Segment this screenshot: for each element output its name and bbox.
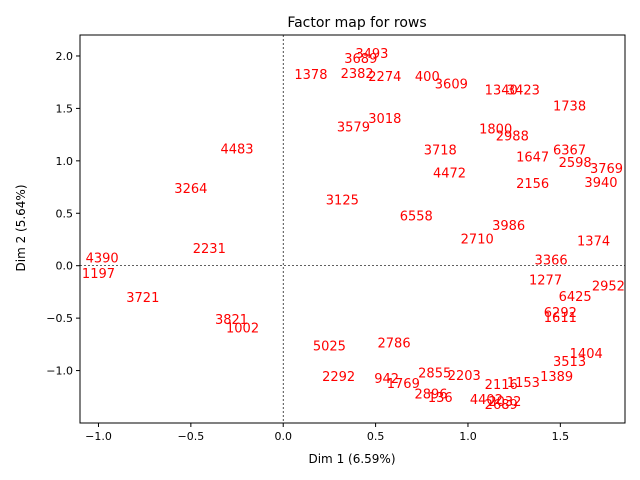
x-tick-label: 1.0 — [459, 430, 477, 443]
point-label: 2231 — [193, 242, 226, 257]
point-label: 2116 — [485, 378, 518, 393]
point-label: 1277 — [529, 273, 562, 288]
x-tick-label: 0.0 — [274, 430, 292, 443]
x-tick-label: 0.5 — [367, 430, 385, 443]
plot-frame — [79, 34, 626, 424]
point-label: 3579 — [337, 120, 370, 135]
point-label: 4390 — [86, 251, 119, 266]
point-label: 3264 — [174, 182, 207, 197]
point-label: 4402 — [470, 393, 503, 408]
point-label: 6425 — [559, 290, 592, 305]
point-label: 1611 — [544, 311, 577, 326]
point-label: 6292 — [544, 306, 577, 321]
point-label: 4472 — [433, 166, 466, 181]
point-label: 2156 — [516, 177, 549, 192]
point-label: 400 — [415, 70, 440, 85]
point-label: 3493 — [355, 47, 388, 62]
point-label: 2786 — [378, 336, 411, 351]
x-tick-label: −1.0 — [85, 430, 112, 443]
point-label: 2689 — [485, 398, 518, 413]
point-label: 4483 — [220, 142, 253, 157]
point-label: 2952 — [592, 280, 625, 295]
point-label: 3821 — [215, 313, 248, 328]
point-label: 1153 — [507, 376, 540, 391]
point-label: 2896 — [414, 388, 447, 403]
x-axis-ticks: −1.0 −0.5 0.0 0.5 1.0 1.5 — [85, 423, 569, 443]
chart-title: Factor map for rows — [287, 15, 426, 31]
point-label: 1378 — [294, 68, 327, 83]
point-label: 2988 — [496, 130, 529, 145]
point-label: 1647 — [516, 151, 549, 166]
point-label: 3366 — [535, 253, 568, 268]
point-label: 2855 — [418, 367, 451, 382]
axes: −1.0 −0.5 0.0 0.5 1.0 1.5 −1.0 −0.5 0.0 0.5 1.0 1.… — [46, 34, 626, 443]
y-tick-label: −0.5 — [46, 312, 73, 325]
point-label: 3769 — [590, 162, 623, 177]
point-label: 3986 — [492, 219, 525, 234]
point-label: 3018 — [368, 112, 401, 127]
point-label: 6558 — [400, 209, 433, 224]
y-axis-label: Dim 2 (5.64%) — [14, 184, 28, 271]
point-label: 5025 — [313, 339, 346, 354]
y-tick-label: −1.0 — [46, 365, 73, 378]
point-label: 3689 — [344, 52, 377, 67]
point-label: 3721 — [126, 291, 159, 306]
point-label: 2292 — [322, 370, 355, 385]
y-tick-label: 0.0 — [56, 260, 74, 273]
point-label: 1340 — [485, 84, 518, 99]
point-label: 3940 — [584, 176, 617, 191]
point-label: 3609 — [435, 77, 468, 92]
point-label: 1800 — [479, 122, 512, 137]
point-label: 2274 — [368, 70, 401, 85]
point-label: 1197 — [82, 267, 115, 282]
point-label: 1374 — [577, 235, 610, 250]
point-label: 3125 — [326, 194, 359, 209]
point-label: 2710 — [461, 232, 494, 247]
x-tick-label: −0.5 — [177, 430, 204, 443]
point-label: 942 — [374, 372, 399, 387]
point-label: 2598 — [559, 156, 592, 171]
x-tick-label: 1.5 — [552, 430, 570, 443]
point-label: 3718 — [424, 143, 457, 158]
point-label: 3423 — [507, 84, 540, 99]
y-tick-label: 1.0 — [56, 155, 74, 168]
point-label: 2032 — [488, 395, 521, 410]
y-axis-ticks: −1.0 −0.5 0.0 0.5 1.0 1.5 2.0 — [46, 50, 80, 378]
point-label: 136 — [428, 391, 453, 406]
y-tick-label: 1.5 — [56, 102, 74, 115]
point-label: 1389 — [540, 370, 573, 385]
x-axis-label: Dim 1 (6.59%) — [308, 452, 395, 466]
point-label: 3513 — [553, 355, 586, 370]
point-label: 1404 — [570, 347, 603, 362]
y-tick-label: 0.5 — [56, 207, 74, 220]
point-label: 2382 — [341, 67, 374, 82]
point-label: 2203 — [448, 369, 481, 384]
y-tick-label: 2.0 — [56, 50, 74, 63]
point-label: 1002 — [226, 322, 259, 337]
point-label: 1769 — [387, 377, 420, 392]
point-label: 6367 — [553, 143, 586, 158]
point-label: 1738 — [553, 99, 586, 114]
